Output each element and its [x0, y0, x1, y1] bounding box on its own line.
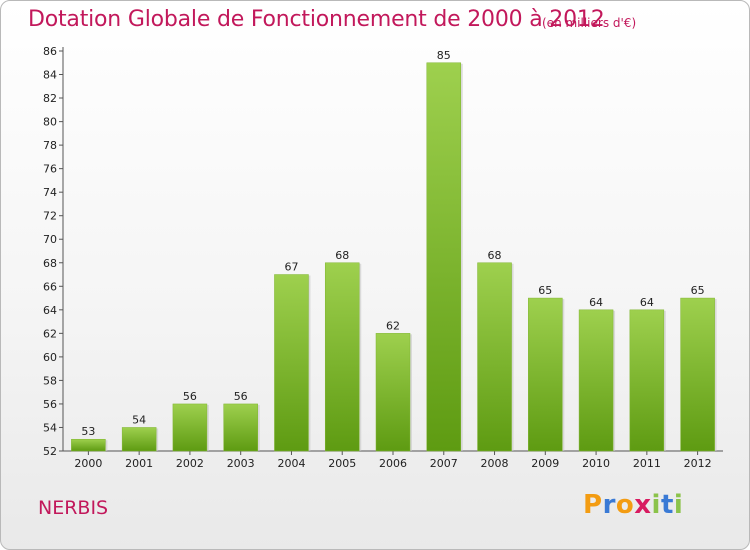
chart-subtitle: (en milliers d'€) — [542, 16, 637, 30]
bar-2009[interactable] — [528, 297, 563, 452]
y-tick-label: 56 — [43, 398, 57, 411]
y-tick-label: 54 — [43, 421, 57, 434]
y-tick-label: 68 — [43, 257, 57, 270]
logo-letter: i — [673, 490, 684, 520]
bar-2007[interactable] — [426, 62, 462, 452]
bar-value-label: 65 — [538, 284, 552, 297]
x-tick-label: 2005 — [328, 457, 356, 470]
bar-2005[interactable] — [324, 262, 360, 452]
bar-2004[interactable] — [274, 274, 309, 452]
bar-2002[interactable] — [172, 403, 208, 452]
bar-2010[interactable] — [578, 309, 614, 452]
bar-value-label: 62 — [386, 319, 400, 332]
y-tick-label: 70 — [43, 233, 57, 246]
bar-2006[interactable] — [375, 333, 411, 452]
y-tick-label: 76 — [43, 163, 57, 176]
x-tick-label: 2007 — [430, 457, 458, 470]
bar-value-label: 53 — [81, 425, 95, 438]
bar-2001[interactable] — [121, 427, 157, 452]
y-tick-label: 84 — [43, 69, 57, 82]
y-tick-label: 78 — [43, 139, 57, 152]
bar-value-label: 64 — [589, 296, 603, 309]
x-tick-label: 2009 — [531, 457, 559, 470]
y-tick-label: 62 — [43, 327, 57, 340]
x-tick-label: 2006 — [379, 457, 407, 470]
logo-letter: o — [615, 490, 635, 520]
bar-value-label: 54 — [132, 413, 146, 426]
bar-value-label: 68 — [335, 249, 349, 262]
bar-value-label: 85 — [437, 49, 451, 62]
x-tick-label: 2008 — [481, 457, 509, 470]
bar-value-label: 65 — [691, 284, 705, 297]
bar-2012[interactable] — [680, 297, 715, 452]
y-tick-label: 86 — [43, 45, 57, 58]
x-tick-label: 2003 — [227, 457, 255, 470]
y-tick-label: 64 — [43, 304, 57, 317]
bar-value-label: 56 — [183, 390, 197, 403]
bar-value-label: 56 — [234, 390, 248, 403]
logo-letter: r — [602, 490, 616, 520]
x-tick-label: 2012 — [684, 457, 712, 470]
bar-value-label: 67 — [284, 261, 298, 274]
y-tick-label: 74 — [43, 186, 57, 199]
y-tick-label: 60 — [43, 351, 57, 364]
chart-bars — [71, 62, 717, 452]
bar-2011[interactable] — [629, 309, 665, 452]
chart-value-labels: 53 54 56 56 67 68 62 85 68 65 64 64 65 — [81, 49, 704, 438]
y-tick-label: 58 — [43, 374, 57, 387]
logo-letter: x — [634, 490, 652, 520]
bar-value-label: 68 — [488, 249, 502, 262]
x-tick-label: 2010 — [582, 457, 610, 470]
place-name: NERBIS — [38, 497, 109, 519]
x-tick-label: 2001 — [125, 457, 153, 470]
bar-2000[interactable] — [71, 438, 106, 452]
y-tick-label: 52 — [43, 445, 57, 458]
bar-2008[interactable] — [477, 262, 512, 452]
x-tick-label: 2002 — [176, 457, 204, 470]
proxiti-logo[interactable]: Proxiti — [583, 490, 683, 520]
x-tick-label: 2004 — [277, 457, 305, 470]
x-tick-label: 2000 — [74, 457, 102, 470]
chart-axes: 52 54 56 58 60 62 64 66 68 70 72 74 76 78 80 82 84 86 2000… — [43, 45, 723, 470]
x-tick-label: 2011 — [633, 457, 661, 470]
y-tick-label: 66 — [43, 280, 57, 293]
chart-title: Dotation Globale de Fonctionnement de 20… — [28, 7, 605, 32]
logo-letter: P — [583, 490, 603, 520]
y-tick-label: 82 — [43, 92, 57, 105]
y-tick-label: 72 — [43, 210, 57, 223]
y-tick-label: 80 — [43, 116, 57, 129]
logo-letter: i — [651, 490, 661, 520]
bar-value-label: 64 — [640, 296, 654, 309]
logo-letter: t — [660, 490, 674, 520]
bar-2003[interactable] — [223, 403, 258, 452]
